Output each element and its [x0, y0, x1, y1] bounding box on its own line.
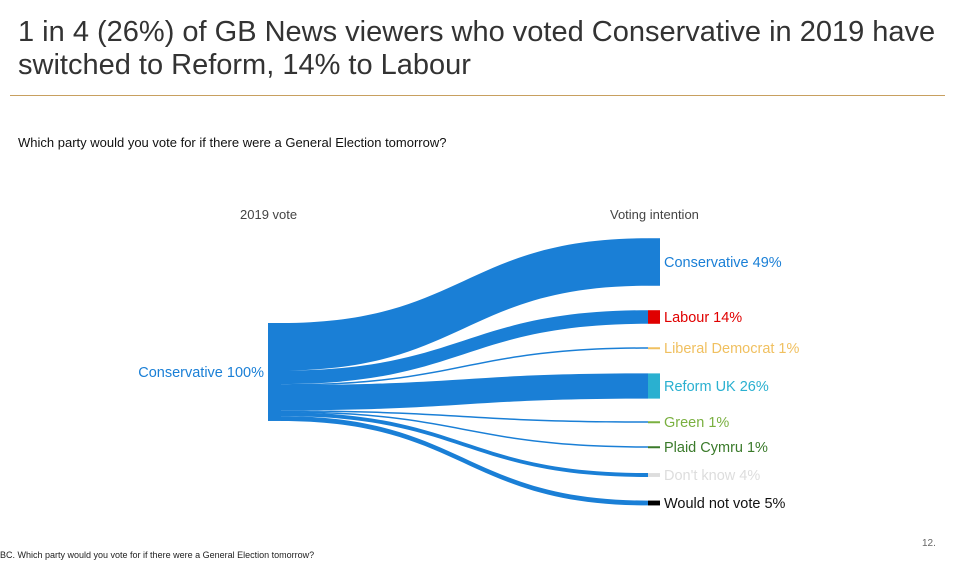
target-node-1	[648, 310, 660, 324]
target-label-0: Conservative 49%	[664, 255, 782, 271]
target-label-3: Reform UK 26%	[664, 379, 769, 395]
target-label-5: Plaid Cymru 1%	[664, 440, 768, 456]
flow-1	[281, 310, 648, 385]
target-label-4: Green 1%	[664, 415, 729, 431]
flow-6	[281, 412, 648, 477]
page-title: 1 in 4 (26%) of GB News viewers who vote…	[18, 16, 936, 81]
target-label-6: Don't know 4%	[664, 468, 760, 484]
source-node	[268, 323, 281, 421]
flow-2	[281, 347, 648, 386]
target-node-4	[648, 421, 660, 424]
target-label-7: Would not vote 5%	[664, 496, 786, 512]
title-divider	[10, 95, 945, 96]
right-header: Voting intention	[610, 207, 699, 222]
target-node-2	[648, 347, 660, 350]
flow-4	[281, 410, 648, 423]
target-node-0	[648, 238, 660, 286]
source-label: Conservative 100%	[138, 365, 264, 381]
flow-0	[281, 238, 648, 371]
target-node-5	[648, 446, 660, 449]
flow-5	[281, 411, 648, 448]
flow-3	[281, 373, 648, 411]
flow-7	[281, 416, 648, 506]
page-number: 12.	[922, 538, 936, 549]
left-header: 2019 vote	[240, 207, 298, 222]
target-node-3	[648, 373, 660, 399]
target-label-1: Labour 14%	[664, 310, 742, 326]
question-text: Which party would you vote for if there …	[18, 135, 447, 150]
footnote: BC. Which party would you vote for if th…	[0, 550, 315, 560]
target-label-2: Liberal Democrat 1%	[664, 341, 799, 357]
target-node-7	[648, 500, 660, 506]
target-node-6	[648, 473, 660, 477]
